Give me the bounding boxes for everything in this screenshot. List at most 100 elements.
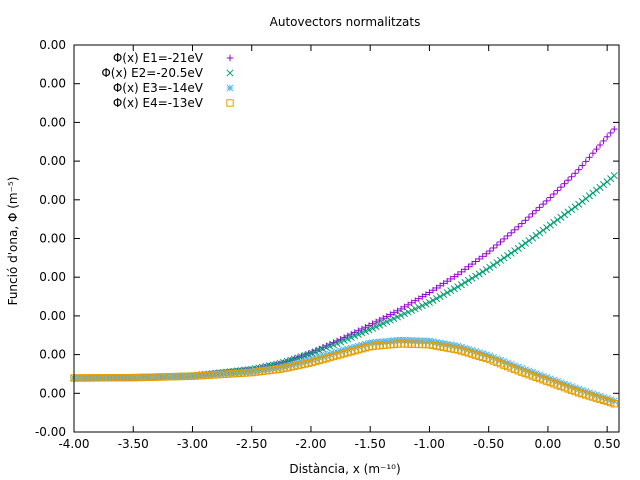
data-point bbox=[376, 321, 384, 329]
data-point bbox=[447, 287, 455, 295]
data-point bbox=[571, 203, 579, 211]
x-axis-label: Distància, x (m⁻¹⁰) bbox=[289, 462, 400, 476]
data-point bbox=[479, 268, 487, 276]
data-point bbox=[532, 231, 540, 239]
data-point bbox=[379, 319, 387, 328]
data-point bbox=[564, 208, 572, 216]
data-point bbox=[468, 274, 476, 282]
data-point bbox=[411, 305, 419, 313]
data-point bbox=[376, 316, 383, 324]
data-point bbox=[372, 318, 380, 326]
data-point bbox=[401, 310, 409, 318]
data-point bbox=[532, 207, 540, 214]
data-point bbox=[579, 162, 586, 169]
data-point bbox=[486, 263, 494, 271]
data-point bbox=[383, 318, 391, 326]
data-point bbox=[575, 166, 582, 173]
data-point bbox=[312, 347, 319, 354]
data-point bbox=[589, 150, 597, 157]
legend-label: Φ(x) E1=-21eV bbox=[113, 51, 204, 65]
data-point bbox=[436, 282, 444, 289]
data-point bbox=[557, 213, 565, 221]
data-point bbox=[493, 241, 501, 249]
data-point bbox=[554, 187, 561, 194]
data-point bbox=[468, 260, 476, 268]
data-point bbox=[528, 234, 537, 242]
data-point bbox=[226, 54, 234, 62]
data-point bbox=[458, 268, 465, 276]
data-point bbox=[525, 213, 533, 221]
y-tick-label: 0.00 bbox=[39, 115, 66, 129]
data-point bbox=[308, 349, 316, 356]
data-point bbox=[358, 325, 366, 333]
data-point bbox=[553, 216, 561, 224]
data-point bbox=[457, 281, 465, 289]
axis-ticks: -4.00 -3.50 -3.00 -2.50 -2.00 -1.50 -1.00 -0.50… bbox=[35, 38, 621, 451]
data-point bbox=[454, 283, 462, 291]
data-point bbox=[383, 313, 390, 320]
data-point bbox=[546, 221, 554, 229]
x-tick-label: -2.50 bbox=[236, 437, 267, 451]
data-point bbox=[585, 192, 593, 200]
data-point bbox=[522, 217, 529, 224]
data-point bbox=[489, 261, 497, 269]
data-point bbox=[507, 229, 515, 237]
y-tick-label: 0.00 bbox=[39, 38, 66, 52]
data-point bbox=[365, 326, 373, 334]
data-point bbox=[472, 258, 479, 265]
data-point bbox=[412, 297, 419, 304]
data-point bbox=[461, 279, 469, 287]
data-point bbox=[422, 291, 430, 298]
data-point bbox=[486, 247, 494, 255]
data-point bbox=[475, 255, 483, 263]
data-point bbox=[408, 306, 416, 315]
data-point bbox=[500, 254, 508, 262]
data-point bbox=[589, 189, 597, 197]
data-point bbox=[593, 145, 600, 153]
data-point bbox=[429, 287, 437, 294]
data-point bbox=[539, 200, 547, 208]
data-point bbox=[429, 296, 437, 305]
y-tick-label: 0.00 bbox=[39, 232, 66, 246]
data-point bbox=[543, 224, 551, 232]
data-point bbox=[226, 99, 234, 107]
data-point bbox=[450, 285, 458, 293]
data-point bbox=[390, 315, 398, 323]
data-point bbox=[404, 308, 412, 316]
data-point bbox=[511, 226, 518, 234]
data-point bbox=[610, 400, 618, 408]
data-point bbox=[355, 327, 362, 334]
data-point bbox=[362, 324, 369, 331]
data-point bbox=[397, 311, 405, 319]
x-tick-label: 0.00 bbox=[535, 437, 562, 451]
legend-label: Φ(x) E4=-13eV bbox=[113, 96, 204, 110]
data-point bbox=[354, 330, 362, 338]
data-point bbox=[393, 313, 401, 321]
data-point bbox=[432, 294, 441, 303]
data-point bbox=[575, 200, 583, 208]
data-point bbox=[496, 256, 505, 264]
data-point bbox=[472, 272, 480, 280]
x-tick-label: -3.00 bbox=[177, 437, 208, 451]
data-point bbox=[415, 295, 422, 302]
y-tick-label: 0.00 bbox=[39, 154, 66, 168]
data-point bbox=[465, 263, 472, 270]
data-point bbox=[454, 271, 462, 278]
data-point bbox=[401, 303, 408, 311]
data-points bbox=[70, 125, 618, 408]
data-point bbox=[582, 158, 590, 165]
data-point bbox=[358, 329, 366, 337]
chart-title: Autovectors normalitzats bbox=[270, 15, 421, 29]
data-point bbox=[408, 299, 415, 306]
data-point bbox=[226, 84, 234, 92]
x-tick-label: -3.50 bbox=[118, 437, 149, 451]
data-point bbox=[436, 293, 444, 301]
data-point bbox=[515, 223, 522, 230]
x-tick-label: -2.00 bbox=[295, 437, 326, 451]
data-point bbox=[586, 154, 593, 161]
data-point bbox=[500, 235, 508, 243]
y-tick-label: 0.00 bbox=[39, 309, 66, 323]
data-point bbox=[351, 329, 358, 336]
